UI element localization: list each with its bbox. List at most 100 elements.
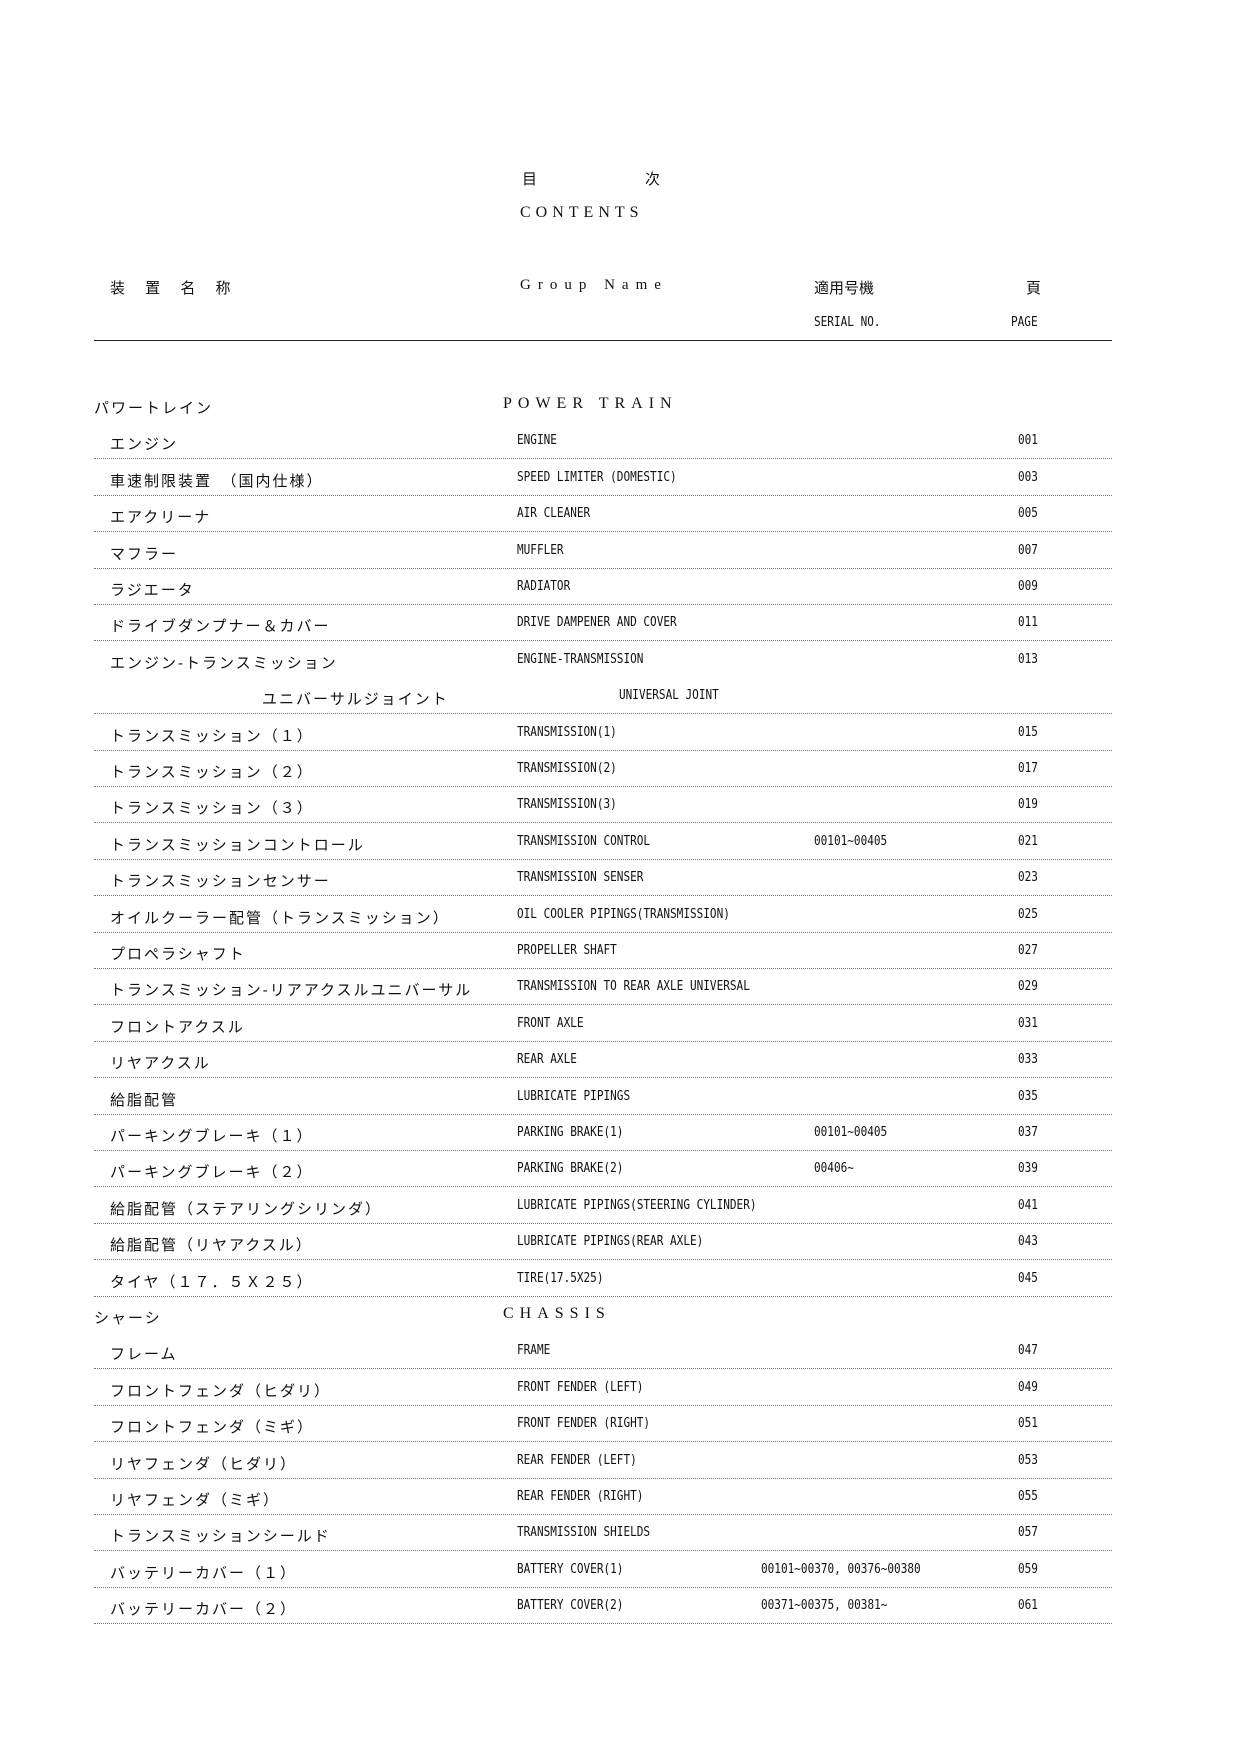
item-name-en: UNIVERSAL JOINT — [619, 688, 719, 704]
dotted-divider — [94, 1259, 1112, 1261]
header-name-jp: 装 置 名 称 — [110, 280, 239, 297]
contents-row: バッテリーカバー（１） BATTERY COVER(1) 00101~00370, … — [0, 1553, 1240, 1589]
page-number: 035 — [1018, 1088, 1038, 1104]
item-name-en: REAR FENDER (RIGHT) — [517, 1489, 644, 1504]
section-name-en: CHASSIS — [503, 1305, 611, 1322]
contents-row: フロントフェンダ（ヒダリ） FRONT FENDER (LEFT) 049 — [0, 1371, 1240, 1407]
page-number: 061 — [1018, 1598, 1038, 1614]
contents-row: トランスミッションコントロール TRANSMISSION CONTROL 00101… — [0, 825, 1240, 861]
section-name-jp: シャーシ — [94, 1310, 162, 1327]
contents-row: オイルクーラー配管（トランスミッション） OIL COOLER PIPINGS(T… — [0, 898, 1240, 934]
dotted-divider — [94, 494, 1112, 496]
page-number: 013 — [1018, 651, 1038, 667]
contents-row: エンジン ENGINE 001 — [0, 424, 1240, 460]
item-name-jp: 給脂配管 — [110, 1091, 179, 1109]
item-name-jp: エンジン — [110, 436, 179, 454]
serial-range: 00101~00405 — [814, 833, 888, 849]
item-name-jp: リヤアクスル — [110, 1055, 211, 1073]
item-name-jp: ラジエータ — [110, 582, 195, 599]
item-name-jp: タイヤ（１７．５Ｘ２５） — [110, 1273, 314, 1291]
item-name-en: FRONT FENDER (LEFT) — [517, 1379, 644, 1395]
dotted-divider — [94, 749, 1112, 751]
title-jp-1: 目 — [522, 171, 540, 188]
item-name-jp: 車速制限装置 （国内仕様） — [110, 472, 324, 490]
contents-row: 給脂配管（ステアリングシリンダ） LUBRICATE PIPINGS(STEERI… — [0, 1189, 1240, 1225]
dotted-divider — [94, 458, 1112, 460]
item-name-jp: パーキングブレーキ（１） — [110, 1128, 314, 1145]
contents-row: ドライブダンプナー＆カバー DRIVE DAMPENER AND COVER 011 — [0, 606, 1240, 642]
contents-row: リヤフェンダ（ヒダリ） REAR FENDER (LEFT) 053 — [0, 1444, 1240, 1480]
dotted-divider — [94, 1004, 1112, 1006]
serial-range: 00371~00375, 00381~ — [761, 1598, 888, 1614]
page-number: 025 — [1018, 906, 1038, 922]
item-name-en: LUBRICATE PIPINGS(REAR AXLE) — [517, 1234, 704, 1250]
dotted-divider — [94, 858, 1112, 860]
dotted-divider — [94, 640, 1112, 642]
page-number: 003 — [1018, 469, 1038, 485]
contents-row: 給脂配管 LUBRICATE PIPINGS 035 — [0, 1080, 1240, 1116]
dotted-divider — [94, 1222, 1112, 1224]
item-name-jp: ユニバーサルジョイント — [262, 691, 449, 709]
page-number: 017 — [1018, 761, 1038, 776]
item-name-jp: トランスミッション（３） — [110, 800, 314, 818]
item-name-jp: リヤフェンダ（ヒダリ） — [110, 1455, 298, 1473]
page-number: 019 — [1018, 797, 1038, 813]
item-name-jp: 給脂配管（ステアリングシリンダ） — [110, 1200, 383, 1218]
contents-row: マフラー MUFFLER 007 — [0, 534, 1240, 570]
item-name-jp: トランスミッション（２） — [110, 764, 314, 781]
dotted-divider — [94, 822, 1112, 824]
dotted-divider — [94, 1404, 1112, 1406]
item-name-jp: トランスミッションシールド — [110, 1528, 331, 1546]
contents-row: パーキングブレーキ（１） PARKING BRAKE(1) 00101~00405 0… — [0, 1116, 1240, 1152]
dotted-divider — [94, 786, 1112, 787]
item-name-en: AIR CLEANER — [517, 506, 591, 522]
item-name-en: SPEED LIMITER (DOMESTIC) — [517, 469, 677, 485]
dotted-divider — [94, 531, 1112, 533]
item-name-jp: トランスミッション（１） — [110, 727, 314, 745]
dotted-divider — [94, 1441, 1112, 1443]
page-number: 057 — [1018, 1525, 1038, 1541]
dotted-divider — [94, 1550, 1112, 1552]
page-number: 047 — [1018, 1343, 1038, 1359]
item-name-en: REAR FENDER (LEFT) — [517, 1452, 637, 1468]
contents-row: ラジエータ RADIATOR 009 — [0, 570, 1240, 606]
page-number: 039 — [1018, 1161, 1038, 1177]
contents-row: パーキングブレーキ（２） PARKING BRAKE(2) 00406~ 039 — [0, 1152, 1240, 1188]
contents-row: トランスミッション（１） TRANSMISSION(1) 015 — [0, 716, 1240, 752]
item-name-en: FRONT AXLE — [517, 1015, 584, 1031]
contents-row: トランスミッション（２） TRANSMISSION(2) 017 — [0, 752, 1240, 788]
page-number: 041 — [1018, 1197, 1038, 1213]
item-name-jp: トランスミッション-リアアクスルユニバーサル — [110, 982, 473, 1000]
serial-range: 00101~00370, 00376~00380 — [761, 1561, 921, 1577]
item-name-en: LUBRICATE PIPINGS(STEERING CYLINDER) — [517, 1197, 757, 1213]
dotted-divider — [94, 1586, 1112, 1588]
item-name-en: TRANSMISSION(2) — [517, 761, 617, 776]
page-number: 005 — [1018, 506, 1038, 522]
contents-row: フレーム FRAME 047 — [0, 1334, 1240, 1370]
page-number: 007 — [1018, 542, 1038, 558]
item-name-en: DRIVE DAMPENER AND COVER — [517, 615, 677, 631]
page-number: 051 — [1018, 1416, 1038, 1432]
page-number: 049 — [1018, 1379, 1038, 1395]
contents-row: 車速制限装置 （国内仕様） SPEED LIMITER (DOMESTIC) 003 — [0, 461, 1240, 497]
contents-row: タイヤ（１７．５Ｘ２５） TIRE(17.5X25) 045 — [0, 1262, 1240, 1298]
dotted-divider — [94, 1077, 1112, 1079]
page-number: 027 — [1018, 943, 1038, 958]
item-name-en: TRANSMISSION(3) — [517, 797, 617, 813]
page-number: 001 — [1018, 433, 1038, 449]
item-name-jp: オイルクーラー配管（トランスミッション） — [110, 909, 450, 927]
item-name-en: TRANSMISSION SENSER — [517, 870, 644, 886]
item-name-jp: パーキングブレーキ（２） — [110, 1164, 314, 1182]
item-name-jp: プロペラシャフト — [110, 946, 246, 963]
item-name-jp: フロントアクスル — [110, 1018, 245, 1036]
item-name-en: FRONT FENDER (RIGHT) — [517, 1416, 651, 1432]
dotted-divider — [94, 604, 1112, 605]
header-page-en: PAGE — [1011, 315, 1038, 330]
item-name-jp: フロントフェンダ（ヒダリ） — [110, 1382, 332, 1400]
dotted-divider — [94, 1477, 1112, 1479]
contents-row: リヤアクスル REAR AXLE 033 — [0, 1043, 1240, 1079]
header-group-name: Group Name — [520, 277, 668, 293]
item-name-en: ENGINE-TRANSMISSION — [517, 651, 644, 667]
item-name-jp: エンジン-トランスミッション — [110, 654, 338, 672]
page-number: 045 — [1018, 1270, 1038, 1286]
